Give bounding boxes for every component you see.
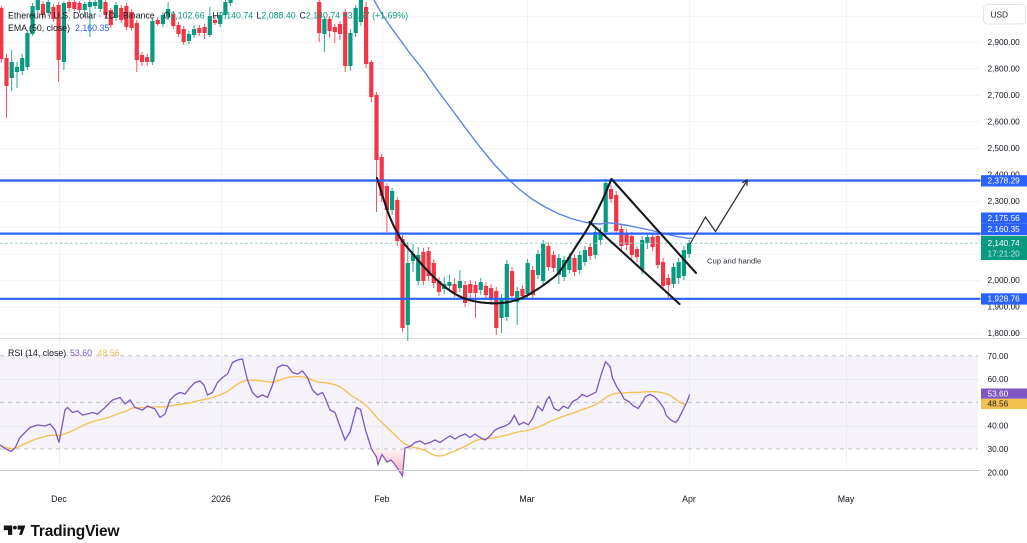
svg-text:May: May (838, 494, 855, 504)
svg-text:2,800.00: 2,800.00 (988, 64, 1021, 74)
svg-text:1,928.76: 1,928.76 (988, 294, 1021, 304)
svg-text:53.60: 53.60 (988, 388, 1009, 398)
svg-text:1,900.00: 1,900.00 (988, 302, 1021, 312)
svg-text:2,160.35: 2,160.35 (988, 224, 1021, 234)
svg-text:2,900.00: 2,900.00 (988, 37, 1021, 47)
svg-text:2,140.74: 2,140.74 (988, 238, 1021, 248)
svg-text:2026: 2026 (211, 494, 231, 504)
svg-text:30.00: 30.00 (988, 444, 1009, 454)
svg-text:EMA (50, close): EMA (50, close) (8, 23, 70, 33)
svg-text:20.00: 20.00 (988, 467, 1009, 477)
svg-text:Cup and handle: Cup and handle (707, 257, 761, 266)
svg-text:2,500.00: 2,500.00 (988, 143, 1021, 153)
svg-text:H2,140.74: H2,140.74 (213, 11, 254, 21)
svg-text:Mar: Mar (519, 494, 534, 504)
svg-text:Ethereum / U.S. Dollar · 1D ·: Ethereum / U.S. Dollar · 1D · Binance (8, 11, 155, 21)
svg-text:2,600.00: 2,600.00 (988, 116, 1021, 126)
svg-text:2,700.00: 2,700.00 (988, 90, 1021, 100)
svg-text:2,300.00: 2,300.00 (988, 196, 1021, 206)
svg-text:48.56: 48.56 (988, 399, 1009, 409)
svg-text:1,800.00: 1,800.00 (988, 328, 1021, 338)
svg-text:17:21:20: 17:21:20 (988, 248, 1021, 258)
svg-text:USD: USD (991, 9, 1009, 19)
svg-text:RSI (14, close): RSI (14, close) (8, 348, 66, 358)
svg-text:Feb: Feb (374, 494, 389, 504)
svg-text:70.00: 70.00 (988, 351, 1009, 361)
svg-text:40.00: 40.00 (988, 421, 1009, 431)
svg-text:2,175.56: 2,175.56 (988, 213, 1021, 223)
svg-text:2,160.35: 2,160.35 (75, 23, 109, 33)
svg-text:Apr: Apr (682, 494, 696, 504)
svg-text:53.60: 53.60 (70, 348, 92, 358)
svg-text:+31.67 (+1.69%): +31.67 (+1.69%) (343, 11, 409, 21)
svg-text:Dec: Dec (51, 494, 67, 504)
svg-text:2,400.00: 2,400.00 (988, 169, 1021, 179)
svg-text:C2,140.74: C2,140.74 (300, 11, 341, 21)
svg-text:TradingView: TradingView (31, 523, 121, 540)
svg-text:48.56: 48.56 (98, 348, 120, 358)
svg-text:L2,088.40: L2,088.40 (257, 11, 296, 21)
svg-text:2,378.29: 2,378.29 (988, 176, 1021, 186)
svg-text:2,000.00: 2,000.00 (988, 275, 1021, 285)
svg-text:60.00: 60.00 (988, 374, 1009, 384)
svg-text:O2,102.66: O2,102.66 (164, 11, 205, 21)
